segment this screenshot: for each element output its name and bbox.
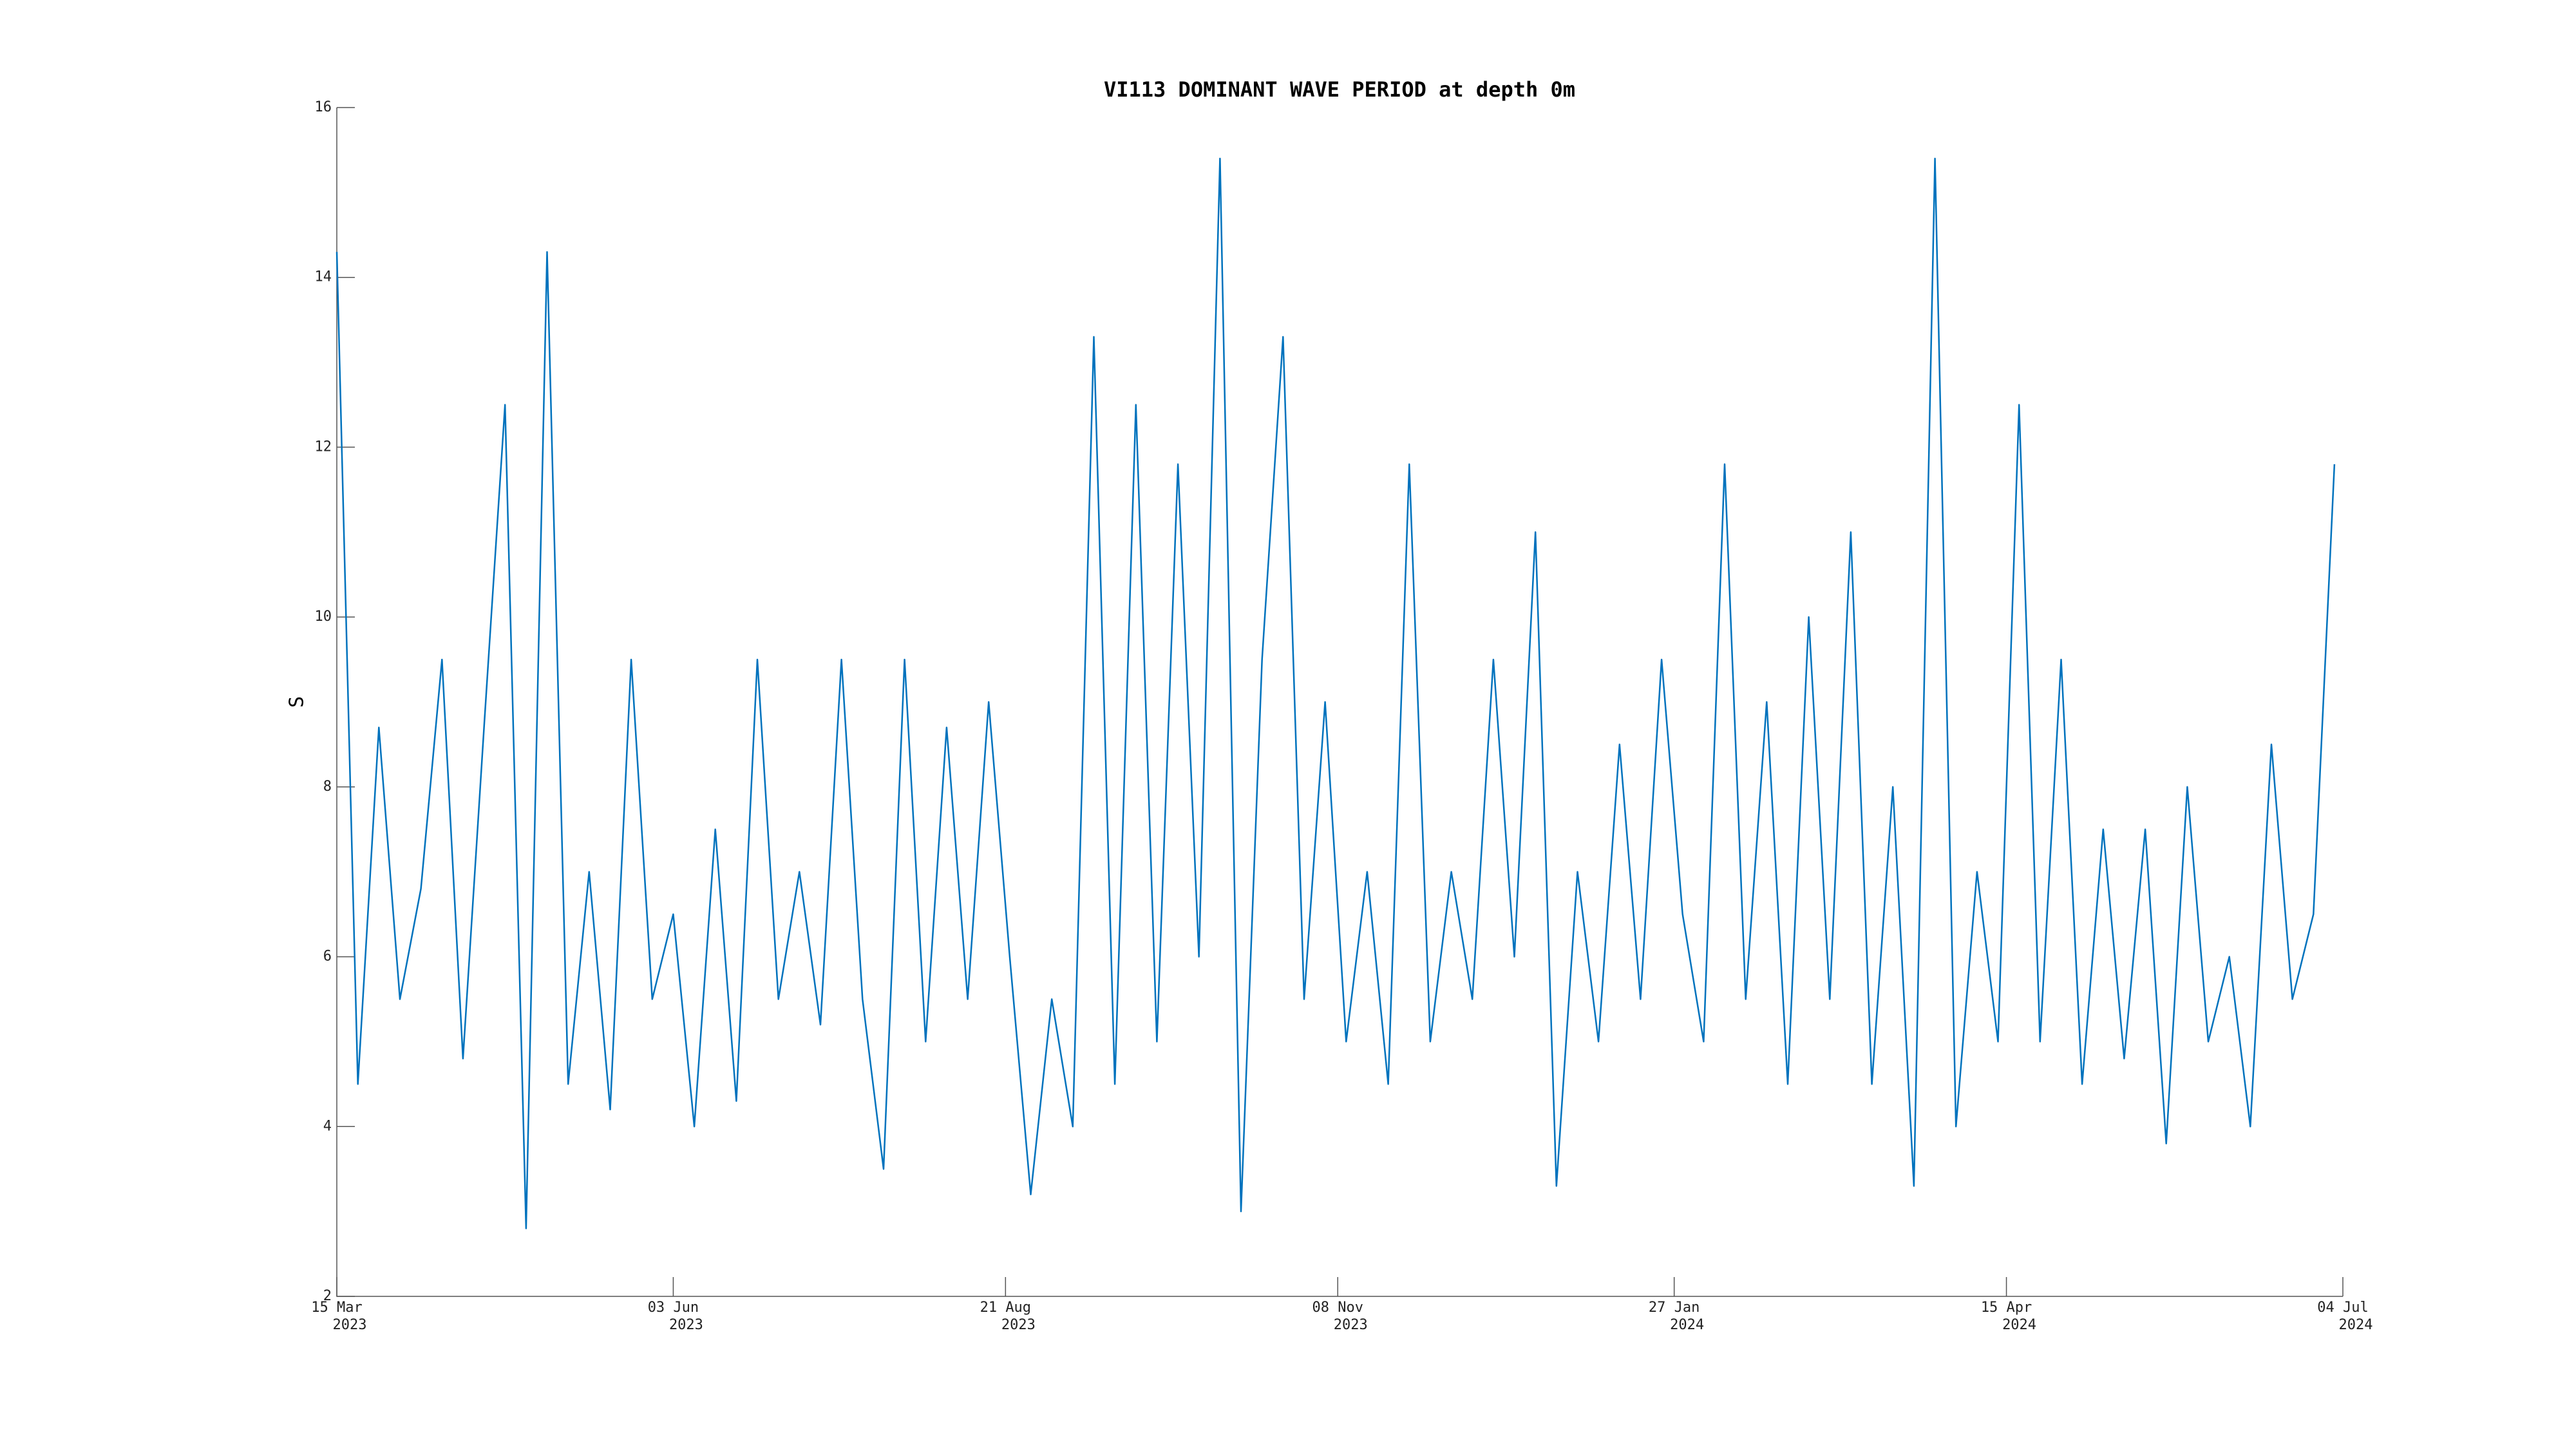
y-tick-label: 8 xyxy=(323,779,332,795)
x-tick-label: 21 Aug xyxy=(980,1300,1031,1316)
x-tick-label: 2024 xyxy=(1670,1317,1704,1333)
x-tick-label: 03 Jun xyxy=(648,1300,699,1316)
x-tick-label: 08 Nov xyxy=(1312,1300,1363,1316)
x-tick-label: 2024 xyxy=(2002,1317,2036,1333)
chart-title: VI113 DOMINANT WAVE PERIOD at depth 0m xyxy=(1104,77,1575,102)
x-tick-label: 2024 xyxy=(2339,1317,2373,1333)
y-tick-label: 16 xyxy=(315,99,332,115)
y-tick-label: 12 xyxy=(315,439,332,455)
axes xyxy=(336,108,2343,1297)
y-tick-label: 6 xyxy=(323,949,332,965)
x-tick-label: 15 Apr xyxy=(1981,1300,2032,1316)
x-tick-label: 15 Mar xyxy=(311,1300,362,1316)
y-tick-label: 14 xyxy=(315,269,332,285)
x-tick-label: 2023 xyxy=(1334,1317,1368,1333)
x-tick-label: 04 Jul xyxy=(2317,1300,2368,1316)
y-tick-label: 4 xyxy=(323,1118,332,1134)
y-axis-label: S xyxy=(286,696,308,708)
data-line xyxy=(336,157,2336,1229)
x-tick-label: 27 Jan xyxy=(1649,1300,1700,1316)
x-tick-label: 2023 xyxy=(669,1317,703,1333)
y-tick-label: 2 xyxy=(323,1288,332,1304)
x-tick-label: 2023 xyxy=(1001,1317,1036,1333)
x-tick-label: 2023 xyxy=(333,1317,367,1333)
y-tick-label: 10 xyxy=(315,609,332,625)
